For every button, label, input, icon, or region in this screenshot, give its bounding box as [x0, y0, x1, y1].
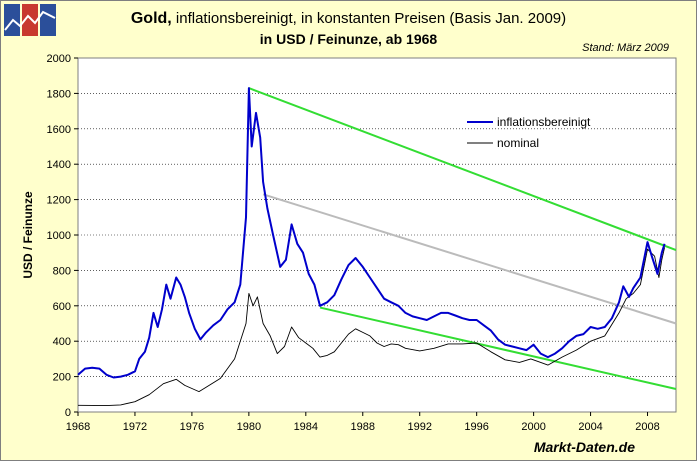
y-tick-label-2000: 2000: [47, 53, 71, 65]
y-tick-label-1200: 1200: [47, 195, 71, 207]
legend: inflationsbereinigt nominal: [467, 115, 591, 150]
data-series: [77, 87, 666, 407]
y-tick-label-800: 800: [53, 265, 71, 277]
x-tick-label-1976: 1976: [180, 421, 204, 433]
x-axis-ticks: 1968 1972 1976 1980 1984 1988 1992 1996 2000 2004…: [66, 412, 660, 433]
watermark: Markt-Daten.de: [533, 439, 635, 455]
y-tick-label-400: 400: [53, 336, 71, 348]
x-tick-label-1984: 1984: [294, 421, 318, 433]
logo-tile-red: [22, 4, 38, 36]
y-tick-label-1800: 1800: [47, 88, 71, 100]
series-line-inflationsbereinigt: [77, 87, 666, 379]
trendlines: [248, 87, 677, 390]
chart-subtitle: in USD / Feinunze, ab 1968: [259, 31, 438, 47]
plot-area: [77, 57, 677, 413]
y-tick-label-200: 200: [53, 372, 71, 384]
x-tick-label-1972: 1972: [123, 421, 147, 433]
x-tick-label-1996: 1996: [464, 421, 488, 433]
upper-trend-line: [248, 87, 677, 251]
series-line-nominal: [77, 247, 666, 407]
x-tick-label-2004: 2004: [578, 421, 602, 433]
y-tick-label-1400: 1400: [47, 159, 71, 171]
logo-line: [4, 10, 56, 31]
x-tick-label-2008: 2008: [635, 421, 659, 433]
x-tick-label-1988: 1988: [351, 421, 375, 433]
legend-label-inflationsbereinigt: inflationsbereinigt: [497, 115, 591, 129]
stand-date: Stand: März 2009: [582, 42, 669, 54]
chart-title-rest: inflationsbereinigt, in konstanten Preis…: [175, 10, 567, 27]
logo: [4, 4, 56, 36]
x-tick-label-1980: 1980: [237, 421, 261, 433]
y-tick-label-600: 600: [53, 301, 71, 313]
grid-lines: [78, 93, 676, 377]
x-tick-label-2000: 2000: [521, 421, 545, 433]
y-axis-ticks: 0 200 400 600 800 1000 1200 1400 1600 1800 2000: [47, 53, 78, 419]
x-tick-label-1992: 1992: [407, 421, 431, 433]
y-tick-label-1600: 1600: [47, 124, 71, 136]
y-tick-label-0: 0: [65, 407, 71, 419]
grey-trend-line: [262, 193, 677, 325]
chart-title: Gold, inflationsbereinigt, in konstanten…: [0, 10, 697, 28]
x-tick-label-1968: 1968: [66, 421, 90, 433]
y-tick-label-1000: 1000: [47, 230, 71, 242]
lower-trend-line: [319, 306, 677, 390]
legend-label-nominal: nominal: [497, 136, 539, 150]
chart-title-bold: Gold,: [130, 10, 172, 27]
